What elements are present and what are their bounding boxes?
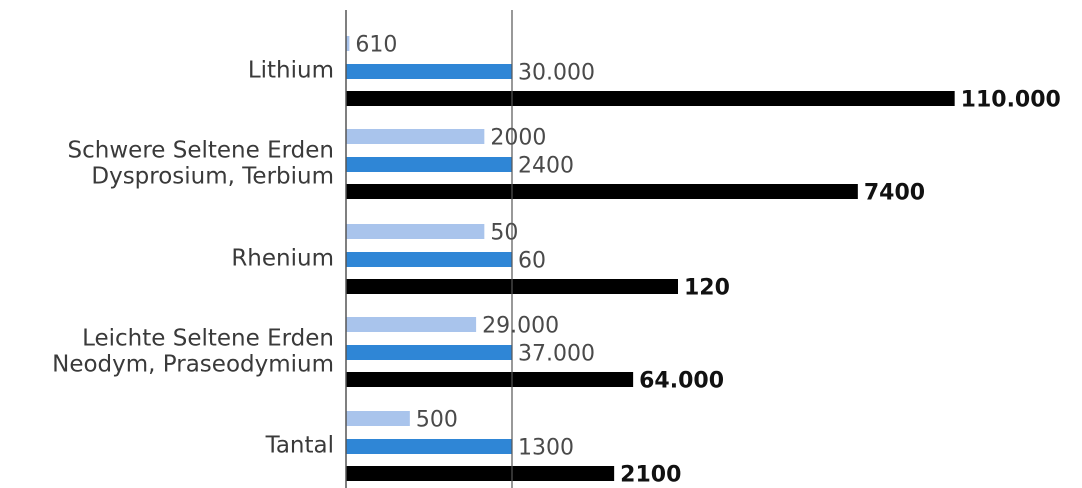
- bar-cat4-series0: [346, 411, 410, 426]
- value-label-cat2-series1: 60: [518, 249, 546, 274]
- category-label-3-line0: Leichte Seltene Erden: [82, 326, 334, 352]
- bar-cat0-series1: [346, 64, 512, 79]
- bar-cat0-series2: [346, 91, 955, 106]
- value-label-cat0-series2: 110.000: [961, 88, 1061, 113]
- value-label-cat0-series1: 30.000: [518, 61, 595, 86]
- bar-cat2-series1: [346, 252, 512, 267]
- value-label-cat4-series1: 1300: [518, 436, 574, 461]
- bar-cat3-series0: [346, 317, 477, 332]
- bar-cat4-series2: [346, 466, 615, 481]
- value-label-cat2-series0: 50: [490, 221, 518, 246]
- value-label-cat3-series2: 64.000: [639, 369, 724, 394]
- category-label-2-line0: Rhenium: [231, 246, 334, 272]
- value-label-cat1-series1: 2400: [518, 154, 574, 179]
- category-label-1-line1: Dysprosium, Terbium: [91, 164, 334, 190]
- bar-cat3-series1: [346, 345, 512, 360]
- value-label-cat3-series0: 29.000: [482, 314, 559, 339]
- axes-layer: [345, 10, 513, 488]
- labels-layer: 610 30.000 110.000 Lithium 2000 2400 7400 Schwe…: [52, 33, 1061, 488]
- value-label-cat1-series2: 7400: [864, 181, 925, 206]
- bar-cat1-series1: [346, 157, 512, 172]
- bars-layer: [346, 36, 955, 481]
- value-label-cat2-series2: 120: [684, 276, 730, 301]
- bar-cat2-series0: [346, 224, 485, 239]
- value-label-cat4-series2: 2100: [620, 463, 681, 488]
- category-label-3-line1: Neodym, Praseodymium: [52, 352, 334, 378]
- value-label-cat1-series0: 2000: [490, 126, 546, 151]
- bar-cat1-series0: [346, 129, 485, 144]
- value-label-cat4-series0: 500: [416, 408, 458, 433]
- bar-cat0-series0: [346, 36, 350, 51]
- bar-cat1-series2: [346, 184, 858, 199]
- value-label-cat0-series0: 610: [355, 33, 397, 58]
- bar-cat4-series1: [346, 439, 512, 454]
- value-label-cat3-series1: 37.000: [518, 342, 595, 367]
- bar-cat3-series2: [346, 372, 634, 387]
- category-label-0-line0: Lithium: [248, 58, 334, 84]
- category-label-1-line0: Schwere Seltene Erden: [68, 138, 334, 164]
- category-label-4-line0: Tantal: [265, 433, 334, 459]
